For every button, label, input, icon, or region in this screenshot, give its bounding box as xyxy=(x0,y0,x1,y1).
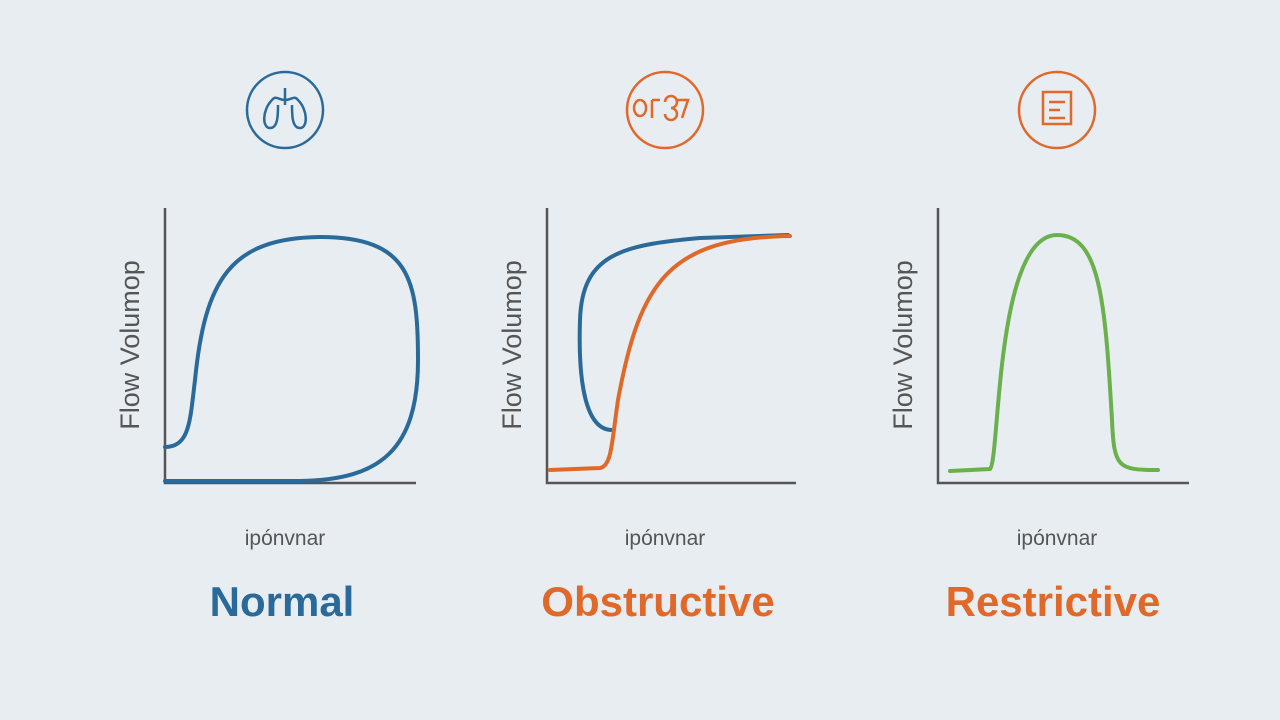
axis xyxy=(545,208,796,485)
restrictive-curve xyxy=(948,232,1160,473)
y-label: Flow Volumop xyxy=(888,260,918,430)
panel-title: Normal xyxy=(210,578,355,625)
x-label: ipónvnar xyxy=(1017,527,1098,550)
document-icon xyxy=(1017,70,1097,150)
test-icon xyxy=(625,70,705,150)
obstructive-curve xyxy=(548,234,792,472)
x-label: ipónvnar xyxy=(245,527,326,550)
panel-title: Restrictive xyxy=(946,578,1161,625)
lung-icon xyxy=(245,70,325,150)
axis xyxy=(936,208,1189,485)
x-label: ipónvnar xyxy=(625,527,706,550)
y-label: Flow Volumop xyxy=(115,260,145,430)
obstructive-curve xyxy=(577,233,790,432)
y-label: Flow Volumop xyxy=(497,260,527,430)
normal-curve xyxy=(163,234,421,483)
panel-title: Obstructive xyxy=(541,578,774,625)
